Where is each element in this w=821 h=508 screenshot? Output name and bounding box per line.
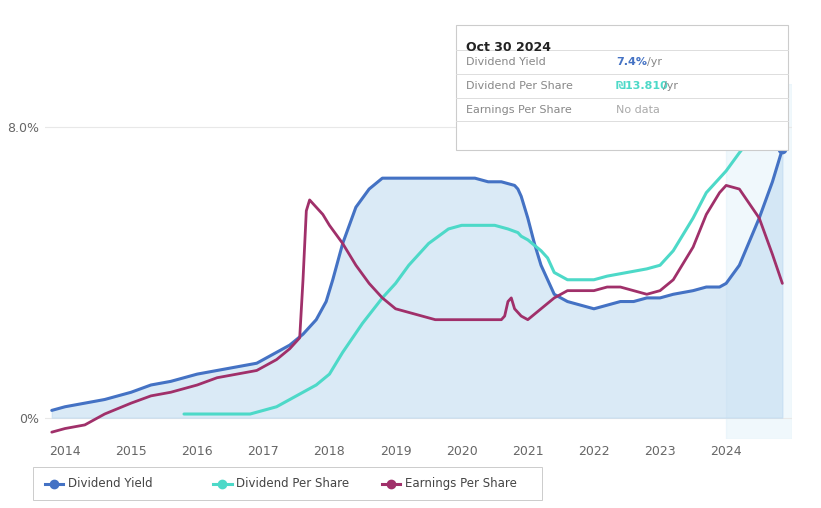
Text: Dividend Yield: Dividend Yield [68, 478, 153, 490]
Text: Dividend Per Share: Dividend Per Share [236, 478, 350, 490]
Text: Past: Past [763, 114, 787, 126]
Text: /yr: /yr [663, 81, 678, 91]
Text: Oct 30 2024: Oct 30 2024 [466, 41, 552, 54]
Bar [726, 84, 792, 439]
Text: Earnings Per Share: Earnings Per Share [466, 105, 572, 115]
Text: Dividend Yield: Dividend Yield [466, 57, 546, 68]
Text: Earnings Per Share: Earnings Per Share [405, 478, 516, 490]
Text: No data: No data [616, 105, 659, 115]
Text: Dividend Per Share: Dividend Per Share [466, 81, 573, 91]
Text: /yr: /yr [647, 57, 662, 68]
Text: ₪13.810: ₪13.810 [616, 81, 668, 91]
Text: 7.4%: 7.4% [616, 57, 647, 68]
